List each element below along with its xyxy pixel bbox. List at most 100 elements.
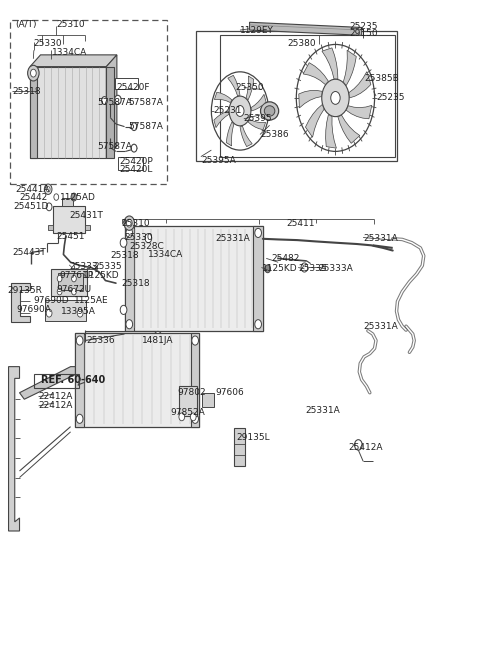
Text: 25386: 25386: [260, 130, 288, 139]
Polygon shape: [30, 67, 36, 158]
Ellipse shape: [261, 102, 279, 120]
Circle shape: [301, 263, 308, 272]
Text: 97852A: 97852A: [171, 408, 205, 417]
Text: 25235: 25235: [376, 94, 405, 102]
Polygon shape: [226, 122, 234, 146]
Polygon shape: [325, 115, 336, 148]
Text: 25385B: 25385B: [364, 74, 399, 83]
Text: 25412A: 25412A: [349, 443, 384, 452]
Bar: [196, 31, 396, 161]
Text: 25333A: 25333A: [319, 265, 353, 273]
Circle shape: [145, 234, 152, 243]
Text: 29135L: 29135L: [236, 432, 270, 441]
Text: 25330: 25330: [34, 39, 62, 48]
Polygon shape: [30, 55, 117, 67]
Text: REF. 60-640: REF. 60-640: [40, 375, 105, 384]
Circle shape: [31, 69, 36, 77]
Text: 29150: 29150: [350, 29, 378, 39]
Circle shape: [77, 309, 83, 317]
Bar: [10, 20, 168, 184]
Polygon shape: [30, 67, 107, 158]
Text: 25442: 25442: [20, 193, 48, 202]
Text: 25328C: 25328C: [129, 242, 164, 251]
Bar: [51, 269, 87, 296]
Ellipse shape: [264, 105, 275, 116]
Circle shape: [102, 97, 108, 104]
Text: 25420F: 25420F: [116, 83, 149, 92]
Bar: [85, 225, 90, 231]
Text: 25318: 25318: [121, 278, 150, 288]
Text: 25441A: 25441A: [16, 185, 50, 194]
Bar: [45, 300, 86, 321]
Text: 57587A: 57587A: [97, 98, 132, 107]
Text: 97802: 97802: [177, 388, 205, 397]
Circle shape: [54, 194, 59, 200]
Text: 22412A: 22412A: [38, 402, 73, 410]
Text: 25451: 25451: [56, 232, 85, 240]
Polygon shape: [20, 367, 75, 400]
Bar: [53, 206, 85, 233]
Polygon shape: [251, 94, 266, 111]
Text: 25331A: 25331A: [363, 234, 398, 243]
Polygon shape: [107, 55, 117, 158]
Polygon shape: [214, 111, 229, 128]
Polygon shape: [228, 75, 240, 96]
Bar: [75, 333, 84, 426]
Polygon shape: [250, 22, 362, 35]
Text: 1125KD: 1125KD: [84, 271, 119, 280]
Text: (A/T): (A/T): [15, 20, 36, 29]
Circle shape: [46, 309, 52, 317]
Circle shape: [255, 320, 262, 329]
Text: 1125AD: 1125AD: [60, 193, 96, 202]
Text: 1481JA: 1481JA: [142, 336, 174, 345]
Text: 25336: 25336: [86, 336, 115, 345]
Circle shape: [126, 229, 132, 238]
Polygon shape: [303, 63, 328, 84]
Polygon shape: [240, 126, 252, 147]
Text: 25451D: 25451D: [13, 202, 48, 211]
Bar: [75, 333, 199, 426]
Bar: [118, 157, 143, 170]
Bar: [253, 227, 263, 331]
Circle shape: [115, 96, 121, 104]
Circle shape: [124, 216, 134, 231]
Circle shape: [120, 238, 127, 248]
Text: 25395: 25395: [244, 114, 273, 123]
Text: 25443T: 25443T: [12, 248, 46, 257]
Bar: [124, 227, 134, 331]
Text: 1129EY: 1129EY: [240, 26, 274, 35]
Circle shape: [179, 413, 185, 421]
Bar: [220, 35, 395, 157]
Circle shape: [331, 92, 340, 104]
Bar: [34, 375, 79, 388]
Text: 57587A: 57587A: [97, 141, 132, 151]
Circle shape: [131, 122, 137, 130]
Text: 29135R: 29135R: [7, 286, 42, 295]
Text: 1334CA: 1334CA: [51, 48, 87, 57]
Circle shape: [72, 288, 76, 295]
Text: 25310: 25310: [121, 219, 150, 228]
Circle shape: [28, 66, 39, 81]
Bar: [234, 428, 245, 466]
Text: 25231: 25231: [214, 107, 242, 115]
Text: 25335: 25335: [93, 262, 121, 271]
Text: 97606: 97606: [215, 388, 244, 397]
Text: 25318: 25318: [110, 252, 139, 260]
Circle shape: [120, 305, 127, 314]
Bar: [191, 333, 199, 426]
Text: 1125AE: 1125AE: [74, 295, 108, 305]
Polygon shape: [338, 115, 360, 143]
Bar: [115, 78, 138, 90]
Text: 1125KD: 1125KD: [262, 265, 297, 273]
Circle shape: [229, 96, 251, 126]
Text: 25380: 25380: [288, 39, 316, 48]
Polygon shape: [215, 92, 232, 103]
Bar: [58, 273, 83, 290]
Circle shape: [154, 331, 162, 342]
Circle shape: [71, 193, 77, 201]
Circle shape: [76, 336, 83, 345]
Text: 97672U: 97672U: [56, 285, 91, 294]
Circle shape: [46, 187, 50, 192]
Text: 25235: 25235: [350, 22, 378, 31]
Text: 25482: 25482: [271, 254, 300, 263]
